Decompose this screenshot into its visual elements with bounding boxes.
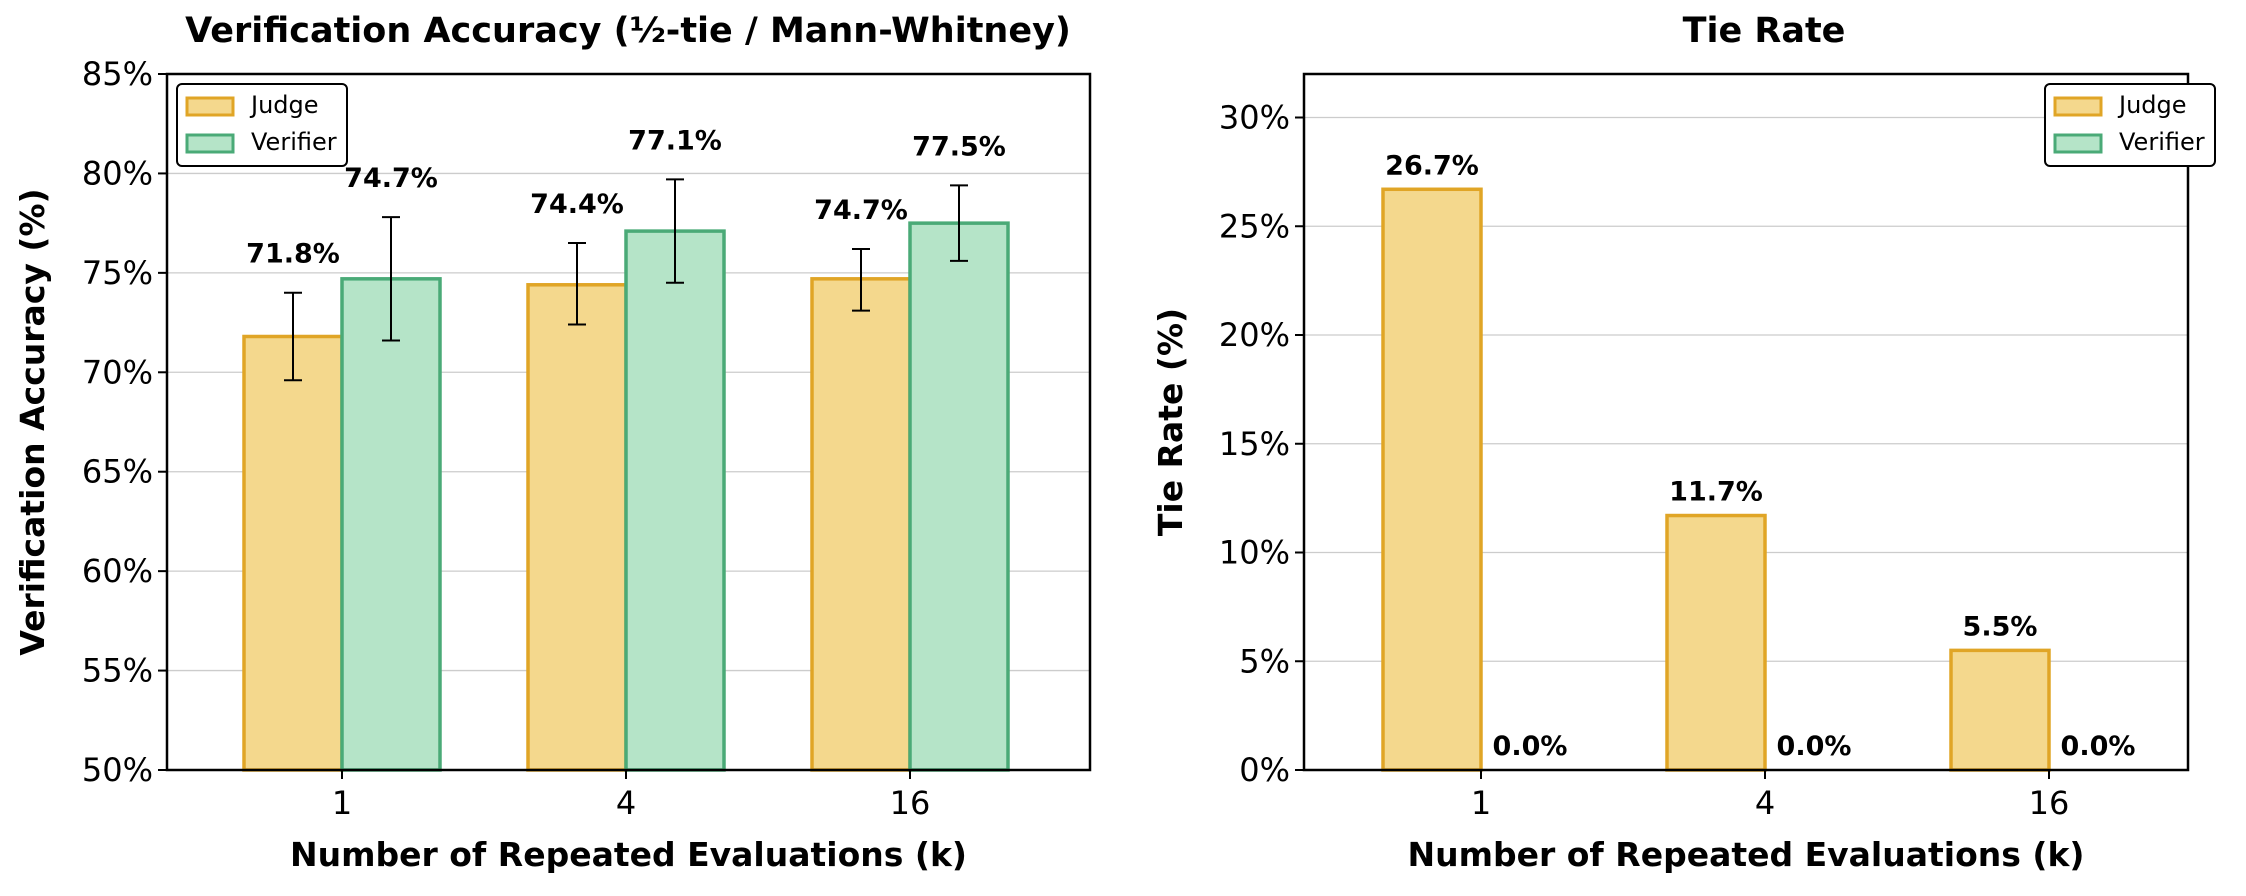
y-tick-label: 50% [82,751,153,789]
x-tick-label: 4 [1755,784,1775,822]
y-tick-label: 20% [1219,316,1290,354]
data-label-judge-k1: 71.8% [246,239,340,270]
y-tick-label: 0% [1239,751,1290,789]
plot-frame [1302,72,2190,772]
bar-judge-k1 [242,334,344,772]
bar-judge-k1 [1381,187,1483,772]
data-label-judge-k16: 74.7% [814,195,908,226]
data-label-verifier-k4: 0.0% [1777,731,1852,762]
x-tick-label: 1 [332,784,352,822]
y-tick-label: 65% [82,453,153,491]
bar-judge-k4 [526,283,628,772]
chart-panel-2: 26.7% 0.0% 11.7% 0.0% 5.5% 0.0% 0% 5% 10% 15% 20% 2… [1151,11,2216,874]
bar-judge-k16 [1949,648,2051,772]
data-label-verifier-k4: 77.1% [628,125,722,156]
x-tick-label: 1 [1471,784,1491,822]
legend-swatch-judge [2053,96,2103,117]
data-label-verifier-k1: 74.7% [344,163,438,194]
legend-swatch-verifier [2053,133,2103,154]
x-tick-label: 16 [890,784,931,822]
y-tick-label: 60% [82,552,153,590]
legend-label-judge: Judge [249,91,319,119]
y-tick-label: 30% [1219,99,1290,137]
chart-panel-1: 71.8% 74.7% 74.4% 77.1% 74.7% 77.5% 50% 55% 60% 6… [13,11,1092,874]
data-label-verifier-k16: 0.0% [2061,731,2136,762]
y-tick-label: 75% [82,254,153,292]
legend-label-judge: Judge [2117,91,2187,119]
y-tick-label: 15% [1219,425,1290,463]
y-tick-label: 10% [1219,534,1290,572]
legend: Judge Verifier [176,83,348,167]
legend-swatch-verifier [185,133,235,154]
legend: Judge Verifier [2044,83,2216,167]
data-label-judge-k4: 11.7% [1669,477,1763,508]
x-axis-label: Number of Repeated Evaluations (k) [1408,835,2085,874]
data-label-verifier-k16: 77.5% [912,131,1006,162]
y-tick-label: 70% [82,353,153,391]
y-axis-label: Tie Rate (%) [1151,308,1190,536]
y-tick-label: 5% [1239,642,1290,680]
y-tick-label: 55% [82,652,153,690]
data-label-judge-k16: 5.5% [1963,611,2038,642]
data-label-judge-k1: 26.7% [1385,150,1479,181]
legend-swatch-judge [185,96,235,117]
y-axis-label: Verification Accuracy (%) [13,188,52,655]
plot-frame [165,72,1092,772]
y-tick-label: 25% [1219,207,1290,245]
bar-verifier-k4 [624,229,726,772]
y-tick-label: 80% [82,154,153,192]
bar-verifier-k16 [908,221,1010,772]
chart-title: Tie Rate [1683,11,1846,51]
x-axis-label: Number of Repeated Evaluations (k) [290,835,967,874]
data-label-judge-k4: 74.4% [530,189,624,220]
x-tick-label: 4 [616,784,636,822]
legend-label-verifier: Verifier [2119,128,2205,156]
legend-label-verifier: Verifier [251,128,337,156]
bar-verifier-k1 [340,277,442,772]
bar-judge-k4 [1665,513,1767,772]
data-label-verifier-k1: 0.0% [1493,731,1568,762]
chart-title: Verification Accuracy (½-tie / Mann-Whit… [185,11,1071,51]
x-tick-label: 16 [2029,784,2070,822]
y-tick-label: 85% [82,55,153,93]
bar-judge-k16 [810,277,912,772]
